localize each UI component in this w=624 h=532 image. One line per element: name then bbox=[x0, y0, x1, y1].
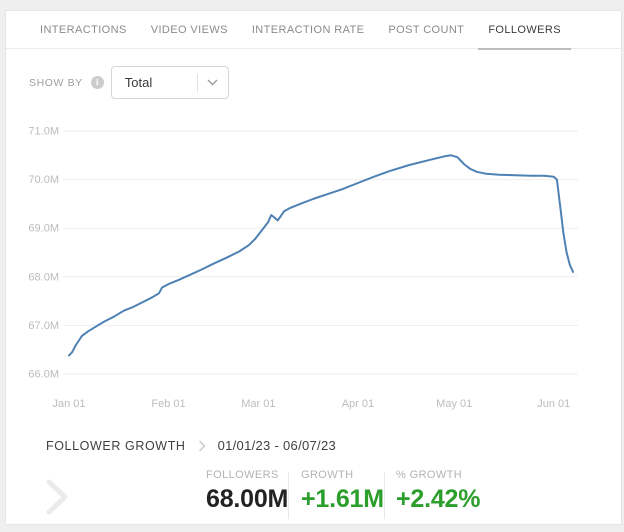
tab-interaction-rate[interactable]: INTERACTION RATE bbox=[251, 23, 365, 36]
dropdown-divider bbox=[196, 73, 198, 92]
stat-growth-value: +1.61M bbox=[301, 485, 384, 513]
expand-chevron-icon[interactable] bbox=[43, 477, 71, 522]
y-axis-tick: 67.0M bbox=[29, 320, 59, 332]
y-axis-tick: 69.0M bbox=[29, 223, 59, 235]
tab-post-count[interactable]: POST COUNT bbox=[388, 23, 465, 36]
chevron-down-icon bbox=[198, 79, 228, 86]
tab-interactions[interactable]: INTERACTIONS bbox=[40, 23, 127, 36]
stat-divider bbox=[288, 472, 289, 519]
y-axis-tick: 66.0M bbox=[29, 369, 59, 381]
stat-percent-growth-value: +2.42% bbox=[396, 485, 481, 513]
x-axis-tick: Apr 01 bbox=[342, 398, 374, 410]
chart-svg: 71.0M 70.0M 69.0M 68.0M 67.0M 66.0M Jan 01 Feb … bbox=[28, 126, 578, 410]
x-axis-tick: Mar 01 bbox=[241, 398, 275, 410]
dropdown-selected-value: Total bbox=[124, 75, 153, 90]
chevron-right-icon bbox=[198, 439, 206, 452]
y-axis-tick: 70.0M bbox=[29, 174, 59, 186]
show-by-label: SHOW BY bbox=[29, 76, 83, 89]
metric-tabbar: INTERACTIONS VIDEO VIEWS INTERACTION RAT… bbox=[6, 11, 621, 50]
show-by-dropdown[interactable]: Total bbox=[110, 66, 229, 99]
follower-line-chart: 71.0M 70.0M 69.0M 68.0M 67.0M 66.0M Jan 01 Feb … bbox=[28, 119, 613, 411]
stat-followers-label: FOLLOWERS bbox=[206, 469, 279, 481]
x-axis-tick: Jun 01 bbox=[537, 398, 570, 410]
date-range-label: 01/01/23 - 06/07/23 bbox=[217, 438, 337, 453]
analytics-card: INTERACTIONS VIDEO VIEWS INTERACTION RAT… bbox=[5, 10, 622, 525]
breadcrumb-section-label: FOLLOWER GROWTH bbox=[46, 438, 186, 453]
followers-series-line bbox=[68, 154, 574, 357]
x-axis-tick: Feb 01 bbox=[151, 398, 185, 410]
y-axis-tick: 68.0M bbox=[29, 271, 59, 283]
y-axis-tick: 71.0M bbox=[29, 126, 59, 138]
stat-followers: FOLLOWERS 68.00M bbox=[206, 469, 288, 514]
tab-followers[interactable]: FOLLOWERS bbox=[478, 11, 571, 50]
info-icon[interactable]: i bbox=[90, 76, 104, 89]
show-by-controls: SHOW BY i Total bbox=[29, 66, 229, 99]
stat-percent-growth-label: % GROWTH bbox=[396, 469, 463, 481]
stat-percent-growth: % GROWTH +2.42% bbox=[396, 469, 480, 514]
x-axis-tick: May 01 bbox=[436, 398, 472, 410]
stat-growth: GROWTH +1.61M bbox=[301, 469, 384, 514]
stat-followers-value: 68.00M bbox=[206, 485, 289, 513]
stat-growth-label: GROWTH bbox=[301, 469, 354, 481]
stat-divider bbox=[384, 472, 385, 519]
tab-video-views[interactable]: VIDEO VIEWS bbox=[150, 23, 228, 36]
x-axis-tick: Jan 01 bbox=[52, 398, 85, 410]
breadcrumb: FOLLOWER GROWTH 01/01/23 - 06/07/23 bbox=[46, 438, 336, 453]
